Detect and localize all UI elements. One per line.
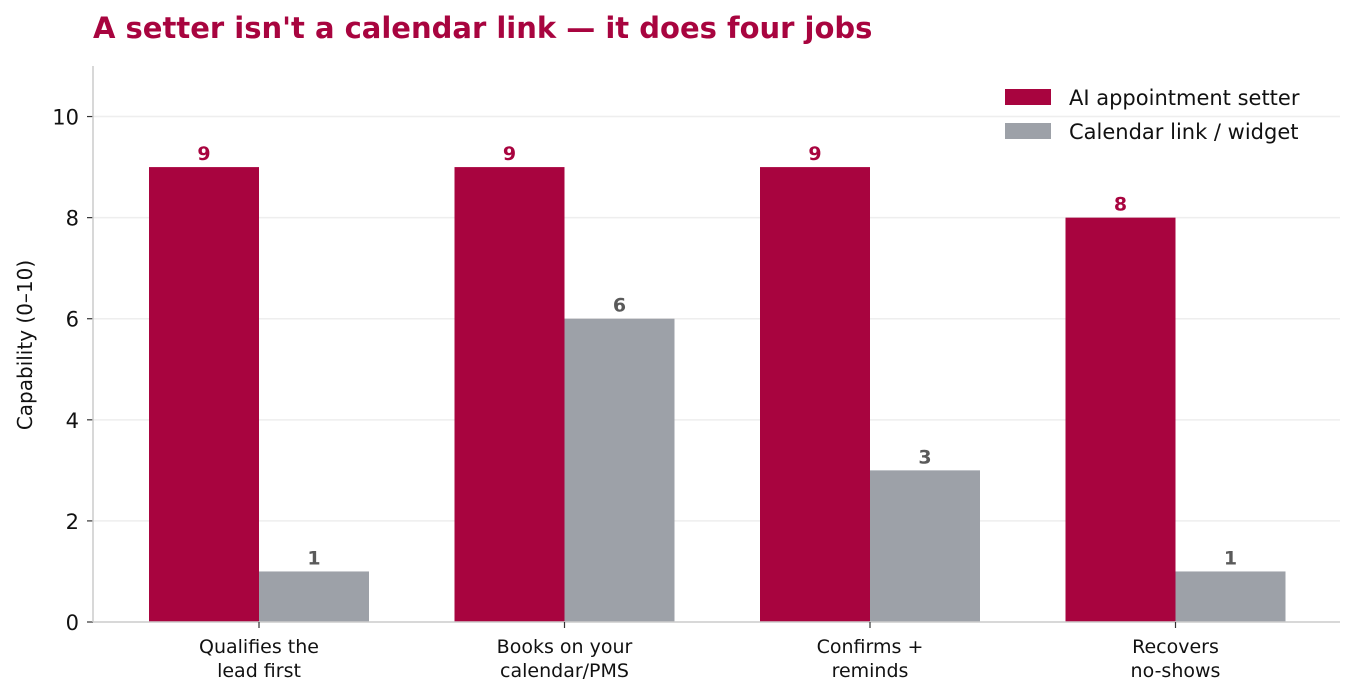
x-tick-label: calendar/PMS — [500, 660, 629, 682]
y-tick-label: 2 — [66, 510, 79, 534]
data-label: 9 — [808, 143, 821, 165]
legend-label: Calendar link / widget — [1069, 120, 1299, 144]
bar — [760, 167, 870, 622]
data-label: 1 — [307, 547, 320, 569]
x-tick-label: no-shows — [1131, 660, 1221, 682]
bar — [149, 167, 259, 622]
bar — [870, 470, 980, 622]
x-tick-label: Recovers — [1132, 636, 1219, 658]
legend-label: AI appointment setter — [1069, 86, 1300, 110]
bar — [259, 571, 369, 622]
x-tick-label: Confirms + — [817, 636, 924, 658]
data-labels: 9 1 9 6 9 3 8 1 — [197, 143, 1237, 569]
bar — [1175, 571, 1286, 622]
data-label: 8 — [1114, 194, 1127, 216]
data-label: 9 — [197, 143, 210, 165]
bar — [1065, 217, 1176, 623]
data-label: 3 — [918, 446, 931, 468]
x-tick-label: reminds — [832, 660, 909, 682]
x-tick-label: Books on your — [497, 636, 633, 658]
y-tick-label: 8 — [66, 207, 79, 231]
y-tick-label: 6 — [66, 308, 79, 332]
legend-swatch — [1005, 123, 1051, 139]
bars — [149, 167, 1286, 623]
data-label: 6 — [613, 295, 626, 317]
bar — [454, 167, 565, 622]
bar — [564, 318, 675, 622]
y-tick-label: 10 — [52, 106, 79, 130]
data-label: 9 — [503, 143, 516, 165]
x-tick-label: lead first — [217, 660, 301, 682]
y-tick-label: 4 — [66, 409, 79, 433]
legend: AI appointment setter Calendar link / wid… — [1005, 86, 1300, 144]
legend-swatch — [1005, 89, 1051, 105]
data-label: 1 — [1224, 547, 1237, 569]
x-tick-label: Qualifies the — [199, 636, 319, 658]
chart-title: A setter isn't a calendar link — it does… — [93, 11, 872, 45]
y-tick-label: 0 — [66, 611, 79, 635]
y-axis-label: Capability (0–10) — [13, 260, 37, 430]
